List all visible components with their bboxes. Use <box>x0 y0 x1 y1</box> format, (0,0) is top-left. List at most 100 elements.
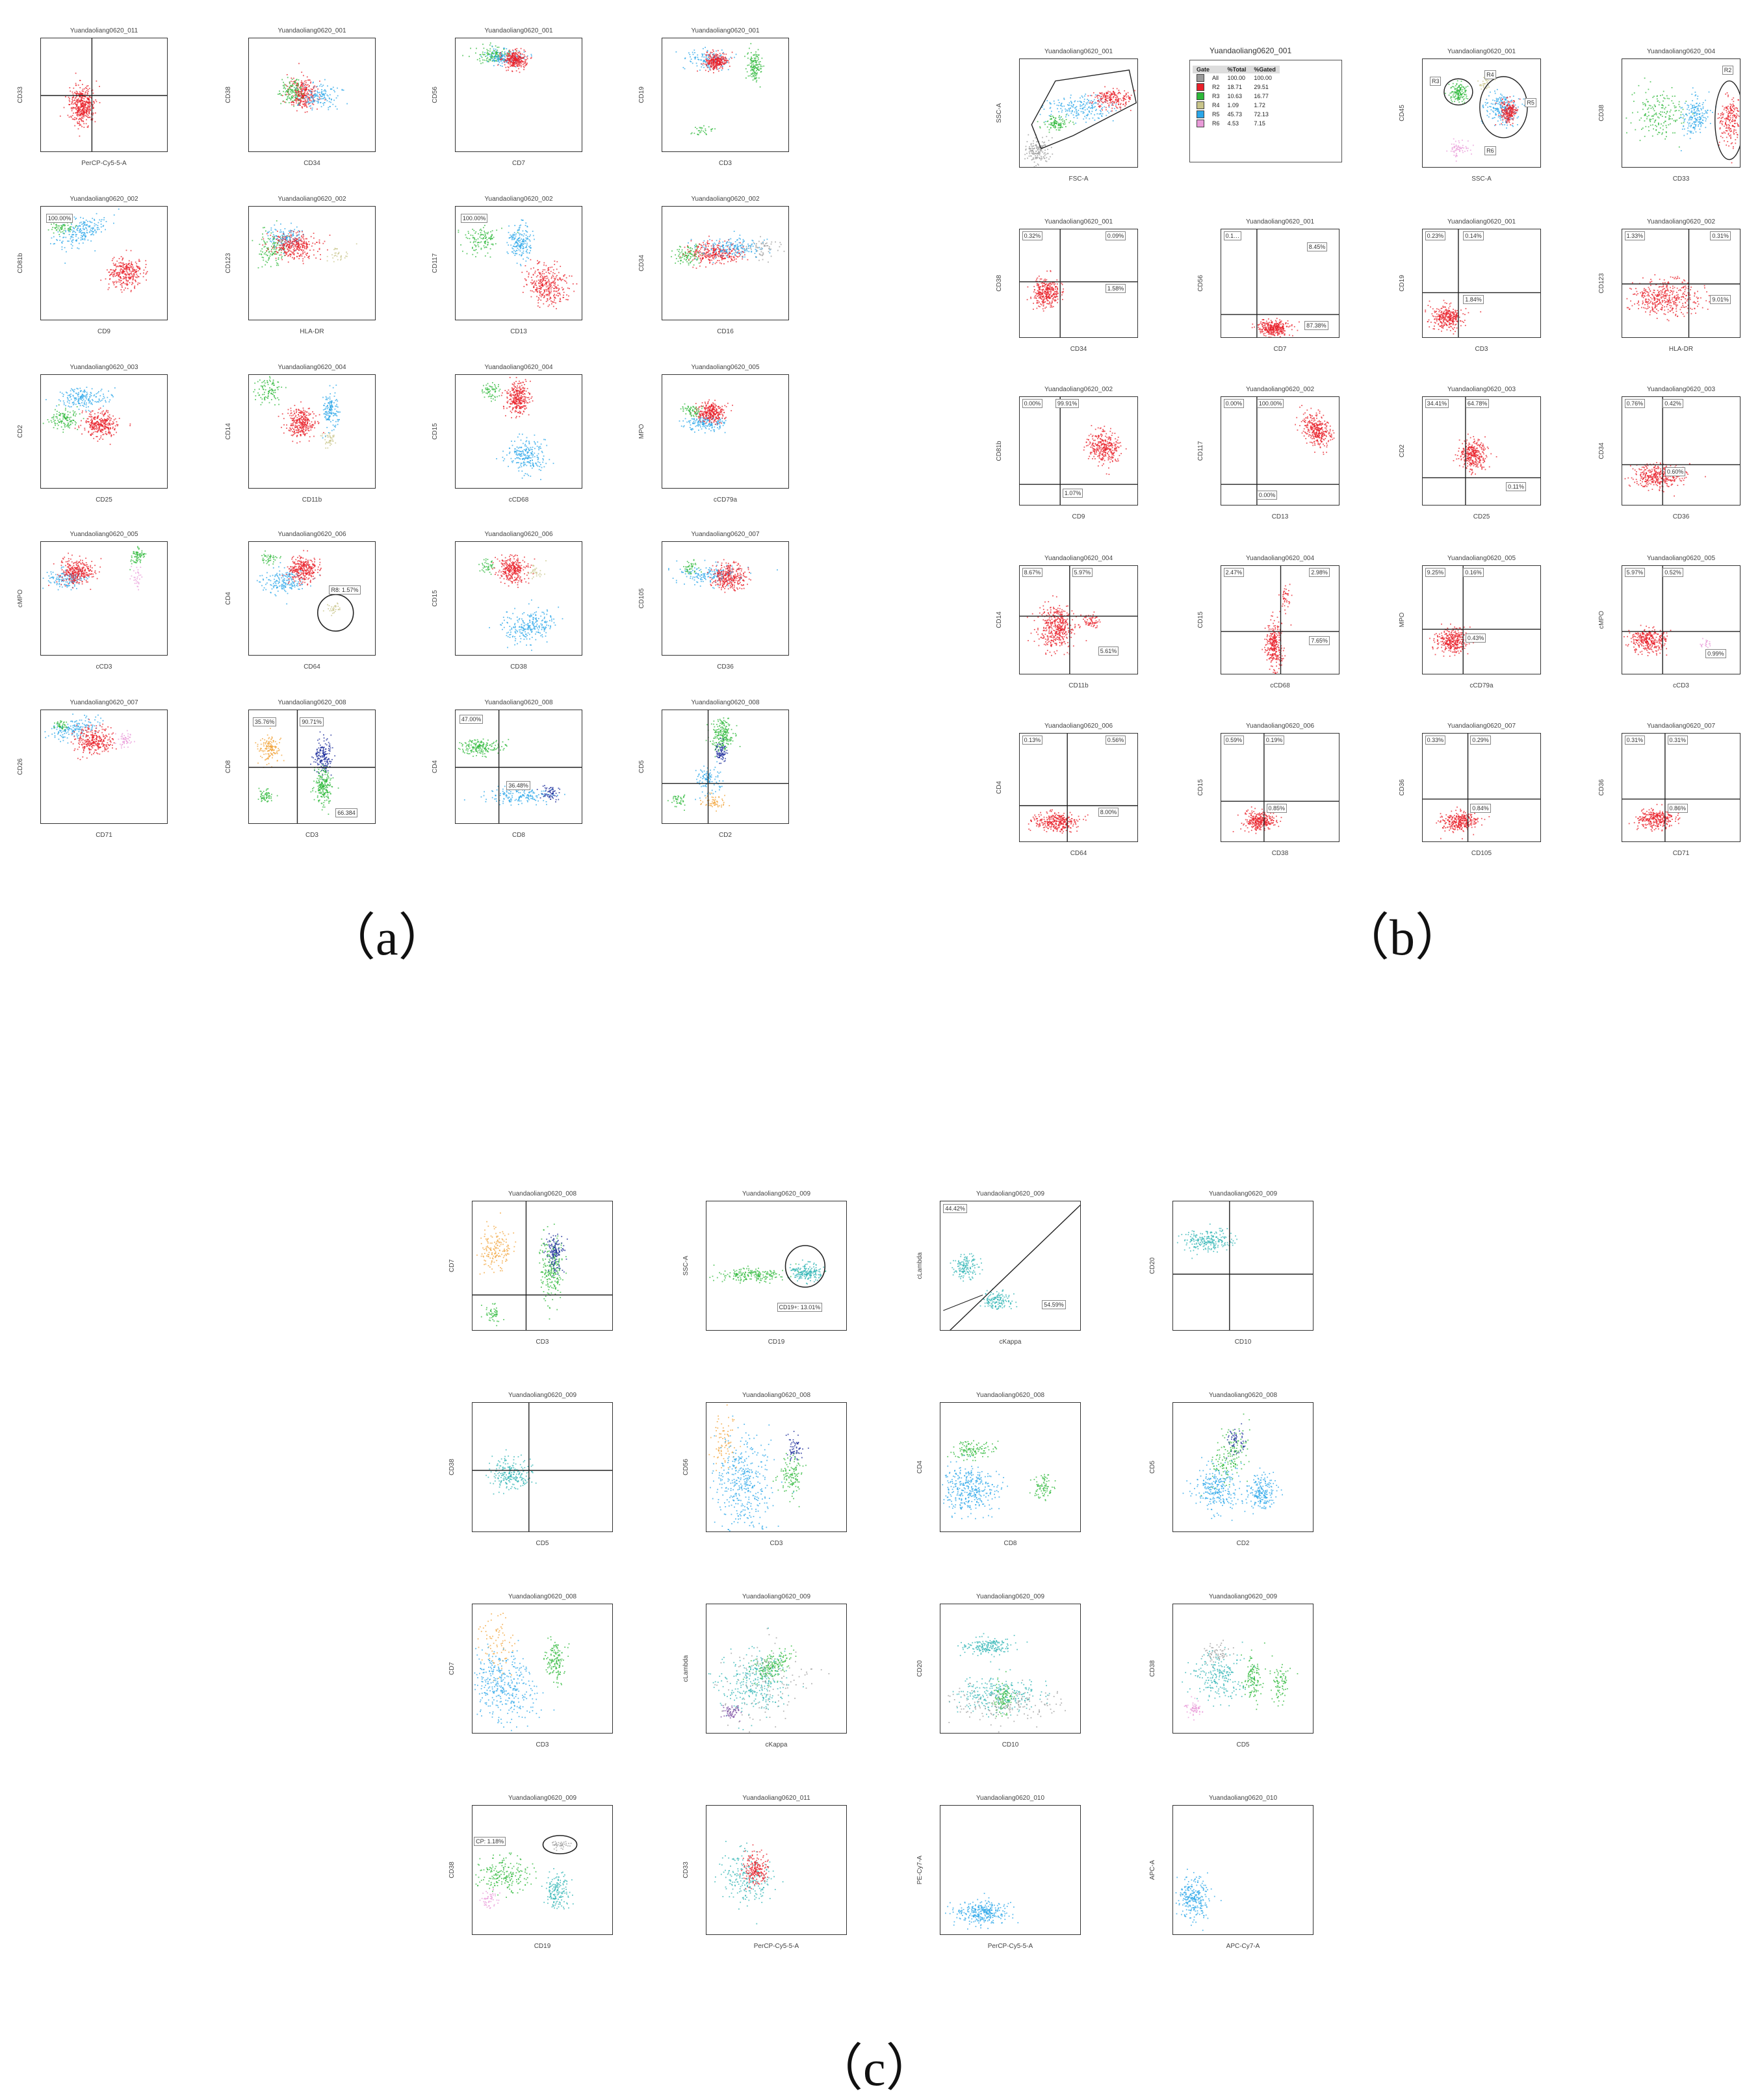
event-dot <box>81 224 83 225</box>
event-dot <box>101 226 102 227</box>
event-dot <box>71 109 72 110</box>
event-dot <box>62 416 64 418</box>
event-dot <box>680 246 681 248</box>
event-dot <box>118 209 120 210</box>
event-dot <box>137 275 138 277</box>
event-dot <box>97 421 98 422</box>
event-dot <box>60 232 62 233</box>
event-dot <box>125 275 127 276</box>
event-dot <box>268 252 270 253</box>
event-dot <box>101 435 102 437</box>
event-dot <box>508 70 509 71</box>
event-dot <box>131 266 133 267</box>
event-dot <box>87 107 88 108</box>
event-dot <box>703 61 704 62</box>
event-dot <box>564 274 565 275</box>
event-dot <box>321 96 322 97</box>
event-dot <box>755 245 757 246</box>
event-dot <box>722 68 723 70</box>
event-dot <box>554 282 556 283</box>
event-dot <box>519 56 521 57</box>
event-dot <box>566 283 567 284</box>
event-dot <box>324 102 326 103</box>
event-dot <box>513 250 515 251</box>
event-dot <box>705 70 706 71</box>
plot-title: Yuandaoliang0620_002 <box>40 196 168 203</box>
event-dot <box>86 113 87 114</box>
event-dot <box>751 76 753 77</box>
event-dot <box>706 52 708 53</box>
event-dot <box>524 51 525 53</box>
event-dot <box>755 51 757 53</box>
event-dot <box>548 306 549 307</box>
event-dot <box>703 131 704 132</box>
event-dot <box>545 294 547 296</box>
event-dot <box>110 274 111 275</box>
event-dot <box>284 84 285 85</box>
event-dot <box>123 283 124 284</box>
event-dot <box>105 426 107 428</box>
event-dot <box>118 262 120 264</box>
event-dot <box>521 65 522 66</box>
event-dot <box>504 56 505 57</box>
event-dot <box>309 258 310 259</box>
event-dot <box>282 240 283 241</box>
event-dot <box>127 281 129 282</box>
event-dot <box>121 256 122 257</box>
event-dot <box>475 241 476 242</box>
event-dot <box>93 93 94 94</box>
event-dot <box>541 296 542 298</box>
event-dot <box>493 65 495 66</box>
event-dot <box>465 235 467 236</box>
event-dot <box>752 240 753 241</box>
event-dot <box>718 253 719 255</box>
event-dot <box>710 62 712 63</box>
event-dot <box>715 249 716 250</box>
event-dot <box>283 247 284 248</box>
event-dot <box>727 252 728 253</box>
event-dot <box>92 420 93 421</box>
event-dot <box>69 101 70 103</box>
event-dot <box>280 238 281 239</box>
event-dot <box>322 94 323 95</box>
event-dot <box>79 107 80 108</box>
event-dot <box>99 220 100 221</box>
event-dot <box>714 55 715 57</box>
event-dot <box>316 86 317 88</box>
event-dot <box>89 107 90 108</box>
event-dot <box>730 242 731 244</box>
event-dot <box>695 259 697 260</box>
event-dot <box>540 272 541 274</box>
event-dot <box>79 108 81 109</box>
event-cluster-red <box>282 63 326 113</box>
event-dot <box>65 231 66 233</box>
event-dot <box>689 54 690 55</box>
event-dot <box>762 243 764 244</box>
event-dot <box>79 92 81 93</box>
event-dot <box>519 250 520 251</box>
event-dot <box>517 61 519 62</box>
event-dot <box>302 231 303 233</box>
event-dot <box>66 416 68 417</box>
event-dot <box>515 242 517 244</box>
event-dot <box>82 106 83 107</box>
event-dot <box>712 255 713 256</box>
event-dot <box>125 268 126 270</box>
event-dot <box>292 233 294 235</box>
event-dot <box>274 253 276 255</box>
event-dot <box>480 229 482 230</box>
event-dot <box>467 253 468 255</box>
event-dot <box>118 281 119 283</box>
event-dot <box>94 225 96 227</box>
event-dot <box>489 59 490 60</box>
event-dot <box>697 134 699 135</box>
event-dot <box>497 60 498 62</box>
event-dot <box>567 288 569 289</box>
event-dot <box>292 89 293 90</box>
event-dot <box>750 63 751 64</box>
event-dot <box>62 240 64 242</box>
event-dot <box>729 253 730 255</box>
event-dot <box>695 252 697 253</box>
event-dot <box>133 283 134 284</box>
event-dot <box>79 125 80 126</box>
